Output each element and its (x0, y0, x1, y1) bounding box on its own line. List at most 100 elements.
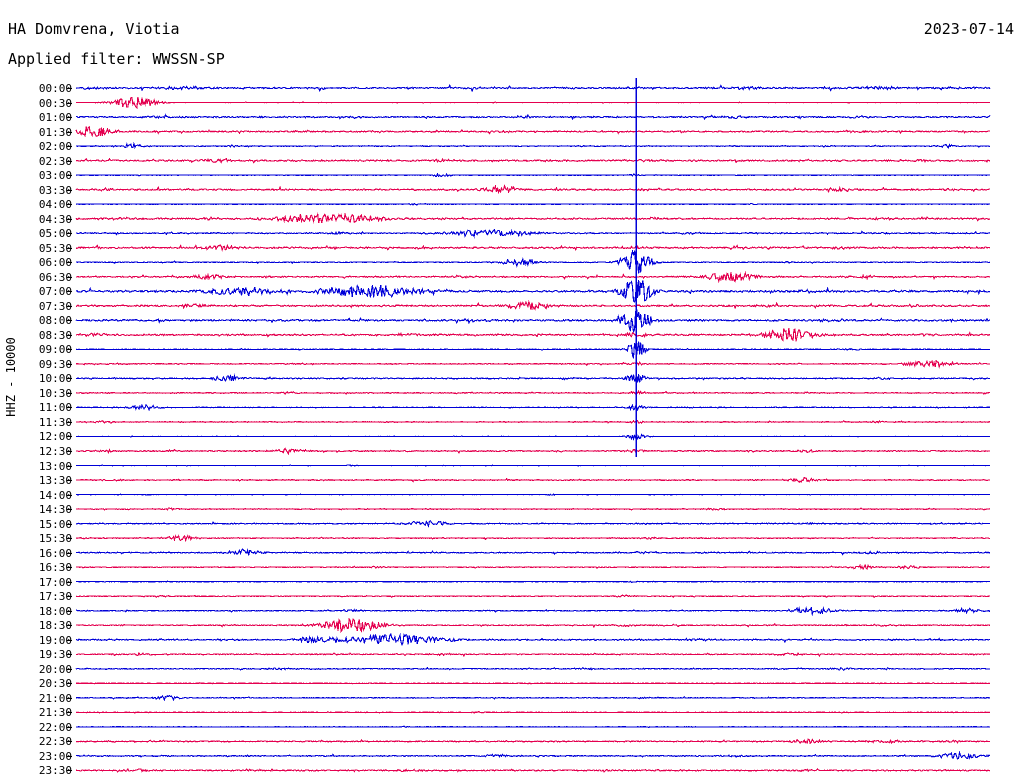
time-tick-mark (67, 625, 72, 627)
time-tick-label: 10:00 (38, 372, 72, 386)
time-tick-label: 01:30 (38, 125, 72, 139)
time-tick-label: 14:30 (38, 503, 72, 517)
time-tick-label: 05:00 (38, 227, 72, 241)
helicorder-traces (75, 78, 991, 773)
trace-row (75, 202, 990, 206)
time-tick-mark (67, 436, 72, 438)
trace-row (75, 249, 991, 274)
time-tick-label: 16:00 (38, 546, 72, 560)
time-tick-label: 00:00 (38, 82, 72, 95)
time-tick-label: 17:30 (38, 590, 72, 604)
time-tick-mark (67, 552, 72, 554)
time-tick-mark (67, 726, 72, 728)
trace-row (75, 548, 991, 556)
trace-row (75, 447, 991, 456)
time-tick-mark (67, 567, 72, 569)
time-tick-label: 18:30 (38, 619, 72, 633)
time-tick-label: 05:30 (38, 241, 72, 255)
trace-row (75, 594, 991, 599)
time-tick-mark (67, 596, 72, 598)
time-tick-mark (67, 451, 72, 452)
trace-row (75, 476, 991, 484)
trace-row (75, 403, 990, 412)
time-tick-mark (67, 683, 72, 685)
time-tick-mark (67, 523, 72, 525)
time-tick-label: 23:00 (38, 749, 72, 763)
time-tick-mark (67, 218, 72, 220)
time-tick-label: 13:00 (38, 459, 72, 473)
record-date: 2023-07-14 (923, 20, 1014, 38)
time-tick-mark (67, 581, 72, 583)
time-tick-mark (67, 363, 72, 365)
trace-row (75, 172, 991, 178)
time-tick-mark (67, 610, 72, 612)
applied-filter-label: Applied filter: WWSSN-SP (8, 50, 225, 68)
trace-row (75, 212, 991, 224)
trace-row (75, 651, 991, 658)
time-tick-mark (67, 204, 72, 206)
trace-row (75, 666, 991, 672)
time-tick-label: 06:00 (38, 256, 72, 270)
time-tick-mark (67, 117, 72, 119)
time-tick-label: 07:00 (38, 285, 72, 299)
time-tick-label: 17:00 (38, 575, 72, 589)
time-tick-mark (67, 247, 72, 249)
time-tick-label: 09:30 (38, 357, 72, 371)
trace-row (75, 563, 991, 571)
time-tick-label: 07:30 (38, 299, 72, 313)
time-tick-label: 08:30 (38, 328, 72, 342)
trace-row (75, 125, 991, 138)
time-tick-label: 21:30 (38, 706, 72, 720)
trace-row (76, 432, 990, 442)
time-tick-mark (67, 654, 72, 656)
time-tick-mark (67, 480, 72, 482)
time-tick-label: 22:30 (38, 735, 72, 749)
trace-row (75, 373, 991, 383)
time-tick-label: 11:00 (38, 401, 72, 415)
time-tick-label: 01:00 (38, 111, 72, 125)
trace-row (75, 359, 991, 370)
trace-row (75, 632, 991, 647)
time-tick-label: 15:00 (38, 517, 72, 531)
time-tick-mark (67, 334, 72, 336)
time-tick-mark (67, 697, 72, 699)
time-axis-labels: 00:00 00:30 01:00 01:30 02:00 02:30 03:00 03:30… (10, 78, 72, 776)
time-tick-mark (67, 465, 72, 467)
trace-row (75, 750, 991, 760)
trace-row (75, 243, 991, 252)
time-tick-label: 13:30 (38, 474, 72, 488)
trace-row (75, 464, 990, 467)
trace-row (75, 228, 991, 239)
time-tick-mark (67, 160, 72, 162)
time-tick-label: 19:00 (38, 633, 72, 647)
time-tick-mark (67, 305, 72, 307)
time-tick-mark (67, 233, 72, 235)
trace-row (75, 605, 991, 617)
trace-row (76, 270, 991, 284)
time-tick-mark (67, 509, 72, 511)
time-tick-mark (67, 741, 72, 743)
trace-row (75, 711, 991, 714)
time-tick-label: 02:30 (38, 154, 72, 168)
trace-row (75, 725, 990, 729)
time-tick-label: 21:00 (38, 691, 72, 705)
time-tick-mark (67, 712, 72, 714)
time-tick-label: 09:00 (38, 343, 72, 357)
time-tick-mark (67, 291, 72, 293)
trace-row (75, 580, 991, 584)
time-tick-mark (67, 421, 72, 423)
trace-row (75, 694, 991, 702)
trace-row (75, 617, 991, 633)
trace-row (75, 113, 991, 121)
time-tick-mark (67, 102, 72, 104)
trace-row (75, 341, 991, 360)
time-tick-label: 08:00 (38, 314, 72, 328)
time-tick-label: 20:30 (38, 677, 72, 691)
time-tick-mark (67, 668, 72, 670)
time-tick-mark (67, 538, 72, 540)
trace-row (75, 83, 991, 93)
time-tick-mark (67, 639, 72, 641)
time-tick-mark (67, 320, 72, 322)
